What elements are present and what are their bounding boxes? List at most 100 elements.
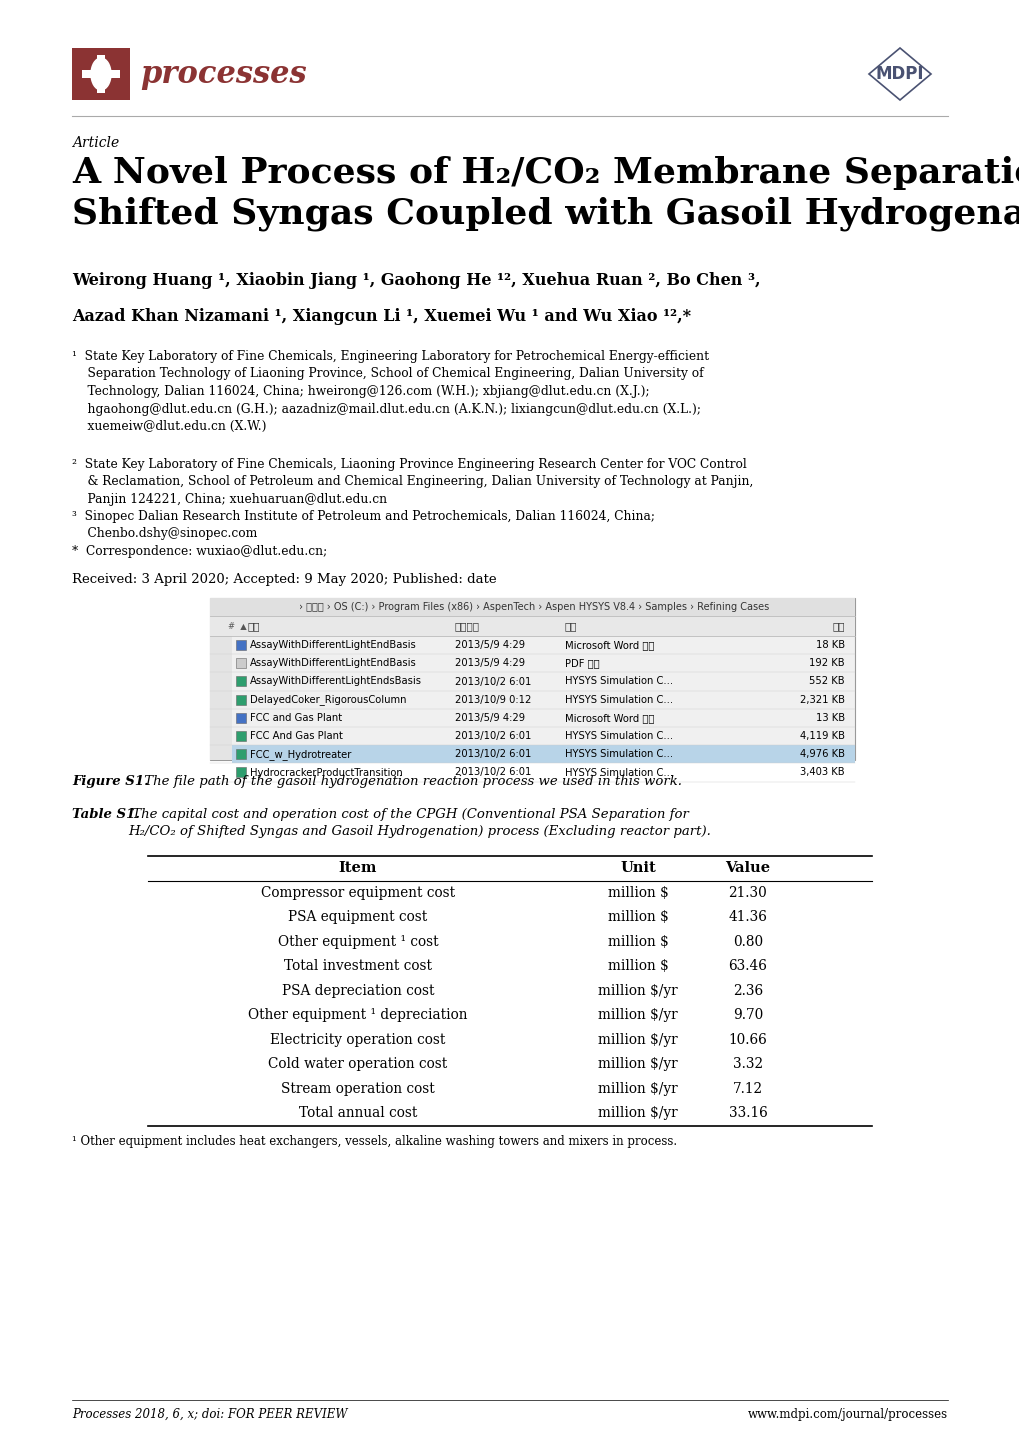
Text: 41.36: 41.36: [728, 910, 766, 924]
Text: 2,321 KB: 2,321 KB: [799, 695, 844, 705]
FancyBboxPatch shape: [235, 640, 246, 650]
Text: AssayWithDifferentLightEndsBasis: AssayWithDifferentLightEndsBasis: [250, 676, 422, 686]
Text: 63.46: 63.46: [728, 959, 766, 973]
Text: 类型: 类型: [565, 622, 577, 632]
FancyBboxPatch shape: [97, 55, 105, 65]
FancyBboxPatch shape: [110, 71, 120, 78]
Text: Table S1.: Table S1.: [72, 808, 140, 820]
Text: 2013/10/2 6:01: 2013/10/2 6:01: [454, 750, 531, 760]
Text: processes: processes: [140, 59, 307, 89]
Text: million $: million $: [607, 885, 667, 900]
Text: Microsoft Word 文件: Microsoft Word 文件: [565, 640, 654, 650]
Text: ²  State Key Laboratory of Fine Chemicals, Liaoning Province Engineering Researc: ² State Key Laboratory of Fine Chemicals…: [72, 459, 753, 506]
FancyBboxPatch shape: [235, 750, 246, 758]
Text: 18 KB: 18 KB: [815, 640, 844, 650]
Text: 192 KB: 192 KB: [809, 659, 844, 668]
FancyBboxPatch shape: [231, 746, 854, 763]
Text: 21.30: 21.30: [728, 885, 766, 900]
Text: HYSYS Simulation C...: HYSYS Simulation C...: [565, 750, 673, 760]
Text: FCC and Gas Plant: FCC and Gas Plant: [250, 712, 341, 722]
Text: DelayedCoker_RigorousColumn: DelayedCoker_RigorousColumn: [250, 694, 407, 705]
Text: 大小: 大小: [832, 622, 844, 632]
Text: million $/yr: million $/yr: [597, 1082, 678, 1096]
Text: 2013/5/9 4:29: 2013/5/9 4:29: [454, 712, 525, 722]
Text: 2.36: 2.36: [733, 983, 762, 998]
Text: Cold water operation cost: Cold water operation cost: [268, 1057, 447, 1071]
Text: Aazad Khan Nizamani ¹, Xiangcun Li ¹, Xuemei Wu ¹ and Wu Xiao ¹²,*: Aazad Khan Nizamani ¹, Xiangcun Li ¹, Xu…: [72, 309, 691, 324]
Text: million $/yr: million $/yr: [597, 1057, 678, 1071]
Text: million $/yr: million $/yr: [597, 1106, 678, 1120]
Text: million $/yr: million $/yr: [597, 1032, 678, 1047]
FancyBboxPatch shape: [235, 658, 246, 668]
Text: 2013/10/9 0:12: 2013/10/9 0:12: [454, 695, 531, 705]
Text: FCC And Gas Plant: FCC And Gas Plant: [250, 731, 342, 741]
Text: › 起始页 › OS (C:) › Program Files (x86) › AspenTech › Aspen HYSYS V8.4 › Samples ›: › 起始页 › OS (C:) › Program Files (x86) › …: [296, 601, 768, 611]
Text: 2013/10/2 6:01: 2013/10/2 6:01: [454, 767, 531, 777]
Text: *  Correspondence: wuxiao@dlut.edu.cn;: * Correspondence: wuxiao@dlut.edu.cn;: [72, 545, 327, 558]
Text: Electricity operation cost: Electricity operation cost: [270, 1032, 445, 1047]
Text: 2013/10/2 6:01: 2013/10/2 6:01: [454, 731, 531, 741]
Text: 2013/10/2 6:01: 2013/10/2 6:01: [454, 676, 531, 686]
FancyBboxPatch shape: [72, 48, 129, 99]
FancyBboxPatch shape: [235, 767, 246, 777]
Text: million $: million $: [607, 934, 667, 949]
Text: FCC_w_Hydrotreater: FCC_w_Hydrotreater: [250, 748, 351, 760]
Text: Item: Item: [338, 861, 377, 875]
FancyBboxPatch shape: [235, 695, 246, 705]
Text: Unit: Unit: [620, 861, 655, 875]
Text: HYSYS Simulation C...: HYSYS Simulation C...: [565, 676, 673, 686]
Text: million $/yr: million $/yr: [597, 1008, 678, 1022]
Text: PSA equipment cost: PSA equipment cost: [288, 910, 427, 924]
Text: www.mdpi.com/journal/processes: www.mdpi.com/journal/processes: [747, 1407, 947, 1420]
Text: Received: 3 April 2020; Accepted: 9 May 2020; Published: date: Received: 3 April 2020; Accepted: 9 May …: [72, 572, 496, 585]
FancyBboxPatch shape: [210, 616, 854, 636]
Text: Microsoft Word 文件: Microsoft Word 文件: [565, 712, 654, 722]
Text: Compressor equipment cost: Compressor equipment cost: [261, 885, 454, 900]
Text: ³  Sinopec Dalian Research Institute of Petroleum and Petrochemicals, Dalian 116: ³ Sinopec Dalian Research Institute of P…: [72, 510, 654, 541]
Text: The capital cost and operation cost of the CPGH (Conventional PSA Separation for: The capital cost and operation cost of t…: [127, 808, 710, 838]
Text: 3.32: 3.32: [733, 1057, 762, 1071]
Text: 3,403 KB: 3,403 KB: [800, 767, 844, 777]
Text: MDPI: MDPI: [875, 65, 923, 84]
Text: Figure S1.: Figure S1.: [72, 774, 149, 787]
Text: 2013/5/9 4:29: 2013/5/9 4:29: [454, 640, 525, 650]
Text: 名称: 名称: [248, 622, 260, 632]
Text: 7.12: 7.12: [733, 1082, 762, 1096]
Text: Total investment cost: Total investment cost: [283, 959, 432, 973]
FancyBboxPatch shape: [235, 676, 246, 686]
FancyBboxPatch shape: [97, 84, 105, 92]
Text: million $: million $: [607, 910, 667, 924]
Text: 9.70: 9.70: [733, 1008, 762, 1022]
Text: HydrocrackerProductTransition: HydrocrackerProductTransition: [250, 767, 403, 777]
Text: Total annual cost: Total annual cost: [299, 1106, 417, 1120]
FancyBboxPatch shape: [210, 598, 854, 760]
FancyBboxPatch shape: [235, 712, 246, 722]
Text: 552 KB: 552 KB: [809, 676, 844, 686]
Text: HYSYS Simulation C...: HYSYS Simulation C...: [565, 695, 673, 705]
Text: AssayWithDifferentLightEndBasis: AssayWithDifferentLightEndBasis: [250, 659, 417, 668]
Text: 2013/5/9 4:29: 2013/5/9 4:29: [454, 659, 525, 668]
Text: The file path of the gasoil hydrogenation reaction process we used in this work.: The file path of the gasoil hydrogenatio…: [140, 774, 682, 787]
Text: Weirong Huang ¹, Xiaobin Jiang ¹, Gaohong He ¹², Xuehua Ruan ², Bo Chen ³,: Weirong Huang ¹, Xiaobin Jiang ¹, Gaohon…: [72, 273, 760, 288]
Text: PDF 文件: PDF 文件: [565, 659, 599, 668]
Text: 10.66: 10.66: [728, 1032, 766, 1047]
Text: Other equipment ¹ depreciation: Other equipment ¹ depreciation: [248, 1008, 468, 1022]
Text: million $/yr: million $/yr: [597, 983, 678, 998]
Text: HYSYS Simulation C...: HYSYS Simulation C...: [565, 731, 673, 741]
Text: Processes 2018, 6, x; doi: FOR PEER REVIEW: Processes 2018, 6, x; doi: FOR PEER REVI…: [72, 1407, 347, 1420]
Text: 0.80: 0.80: [733, 934, 762, 949]
Text: 13 KB: 13 KB: [815, 712, 844, 722]
Text: PSA depreciation cost: PSA depreciation cost: [281, 983, 434, 998]
Text: Stream operation cost: Stream operation cost: [281, 1082, 434, 1096]
Text: million $: million $: [607, 959, 667, 973]
Text: Other equipment ¹ cost: Other equipment ¹ cost: [277, 934, 438, 949]
Text: Value: Value: [725, 861, 769, 875]
FancyBboxPatch shape: [235, 731, 246, 741]
Text: ¹ Other equipment includes heat exchangers, vessels, alkaline washing towers and: ¹ Other equipment includes heat exchange…: [72, 1135, 677, 1148]
Text: ¹  State Key Laboratory of Fine Chemicals, Engineering Laboratory for Petrochemi: ¹ State Key Laboratory of Fine Chemicals…: [72, 350, 708, 433]
Text: #  ▲: # ▲: [228, 622, 247, 630]
FancyBboxPatch shape: [82, 71, 92, 78]
Text: 4,119 KB: 4,119 KB: [799, 731, 844, 741]
Text: A Novel Process of H₂/CO₂ Membrane Separation of
Shifted Syngas Coupled with Gas: A Novel Process of H₂/CO₂ Membrane Separ…: [72, 156, 1019, 231]
Text: AssayWithDifferentLightEndBasis: AssayWithDifferentLightEndBasis: [250, 640, 417, 650]
